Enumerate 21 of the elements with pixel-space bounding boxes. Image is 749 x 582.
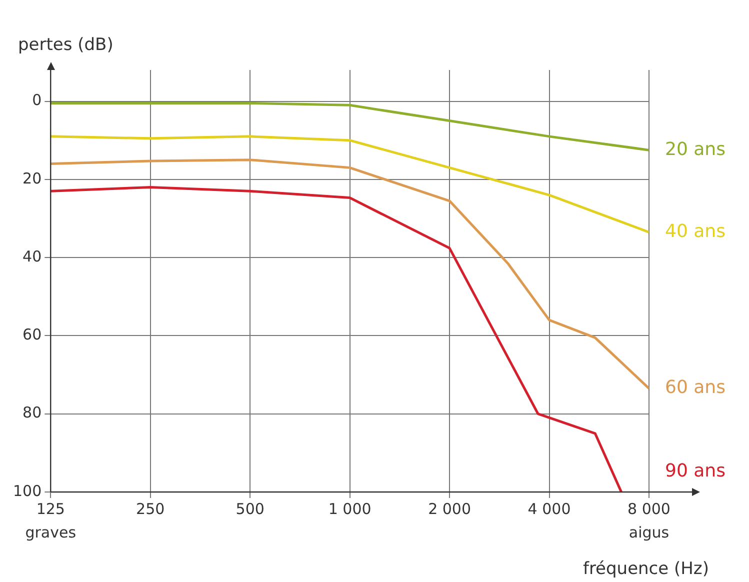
- x-tick-label: 125: [36, 500, 65, 518]
- x-tick-label: 4 000: [528, 500, 571, 518]
- y-tick-label: 80: [22, 404, 42, 422]
- text: aigus: [628, 523, 670, 542]
- x-tick-label: 250: [136, 500, 165, 518]
- x-tick-label: 8 000: [628, 500, 670, 518]
- y-tick-label: 100: [12, 482, 42, 500]
- y-tick-label: 0: [32, 91, 42, 110]
- x-tick-label: 500: [236, 500, 264, 518]
- x-tick-label: 2 000: [428, 500, 472, 518]
- series-label: 60 ans: [665, 377, 726, 398]
- y-tick-label: 40: [22, 247, 42, 266]
- y-tick-label: 60: [22, 326, 42, 344]
- x-tick-label: 1 000: [328, 500, 372, 518]
- text: graves: [25, 523, 76, 542]
- x-axis-title: fréquence (Hz): [582, 559, 709, 579]
- y-axis-title: pertes (dB): [18, 35, 114, 55]
- series-label: 40 ans: [665, 220, 726, 242]
- series-label: 20 ans: [665, 138, 726, 160]
- y-tick-label: 20: [22, 169, 42, 188]
- text: 90 ans: [665, 460, 726, 482]
